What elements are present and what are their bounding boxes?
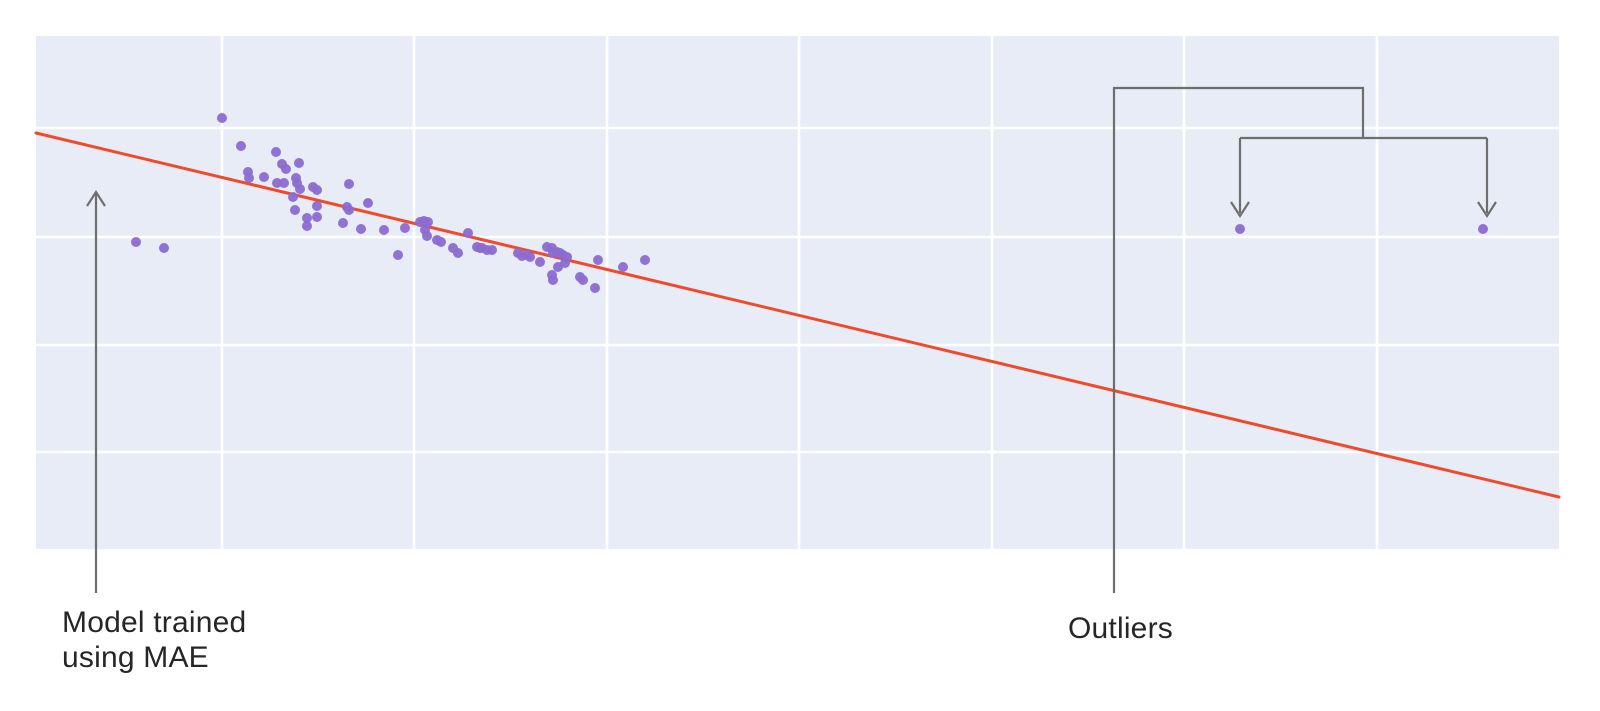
scatter-point bbox=[259, 172, 269, 182]
mae-annotation-line1: Model trained bbox=[62, 606, 247, 639]
scatter-point bbox=[562, 252, 572, 262]
scatter-point bbox=[379, 225, 389, 235]
scatter-point bbox=[159, 243, 169, 253]
scatter-point bbox=[236, 141, 246, 151]
scatter-point bbox=[463, 228, 473, 238]
scatter-point bbox=[338, 218, 348, 228]
scatter-point bbox=[422, 231, 432, 241]
scatter-point bbox=[453, 248, 463, 258]
scatter-point bbox=[423, 217, 433, 227]
scatter-point bbox=[217, 113, 227, 123]
scatter-point bbox=[344, 205, 354, 215]
scatter-point bbox=[640, 255, 650, 265]
scatter-point bbox=[312, 185, 322, 195]
scatter-point bbox=[436, 237, 446, 247]
scatter-point bbox=[288, 192, 298, 202]
outliers-arrowhead-icon bbox=[1477, 201, 1497, 219]
scatter-point bbox=[578, 275, 588, 285]
mae-arrowhead-icon bbox=[86, 189, 106, 207]
scatter-point bbox=[400, 223, 410, 233]
scatter-point bbox=[302, 213, 312, 223]
scatter-point bbox=[281, 164, 291, 174]
scatter-point bbox=[244, 173, 254, 183]
scatter-point bbox=[271, 147, 281, 157]
scatter-point bbox=[363, 198, 373, 208]
scatter-point bbox=[535, 257, 545, 267]
scatter-point bbox=[279, 178, 289, 188]
mae-annotation-label: Model trained using MAE bbox=[62, 605, 246, 675]
outlier-point bbox=[1478, 224, 1488, 234]
scatter-point bbox=[302, 221, 312, 231]
scatter-point bbox=[290, 205, 300, 215]
scatter-point bbox=[295, 184, 305, 194]
scatter-point bbox=[131, 237, 141, 247]
mae-annotation-line2: using MAE bbox=[62, 641, 209, 674]
scatter-point bbox=[393, 250, 403, 260]
scatter-point bbox=[356, 224, 366, 234]
scatter-point bbox=[548, 275, 558, 285]
scatter-point bbox=[618, 262, 628, 272]
scatter-point bbox=[344, 179, 354, 189]
outlier-point bbox=[1235, 224, 1245, 234]
scatter-point bbox=[312, 201, 322, 211]
scatter-point bbox=[525, 252, 535, 262]
scatter-point bbox=[272, 178, 282, 188]
outliers-annotation-label: Outliers bbox=[1068, 612, 1173, 645]
outliers-arrow-line bbox=[1112, 86, 1365, 593]
scatter-point bbox=[593, 255, 603, 265]
plot-area bbox=[36, 36, 1559, 549]
scatter-point bbox=[487, 245, 497, 255]
scatter-point bbox=[312, 212, 322, 222]
scatter-point bbox=[590, 283, 600, 293]
scatter-point bbox=[294, 158, 304, 168]
outliers-arrowhead-icon bbox=[1230, 201, 1250, 219]
